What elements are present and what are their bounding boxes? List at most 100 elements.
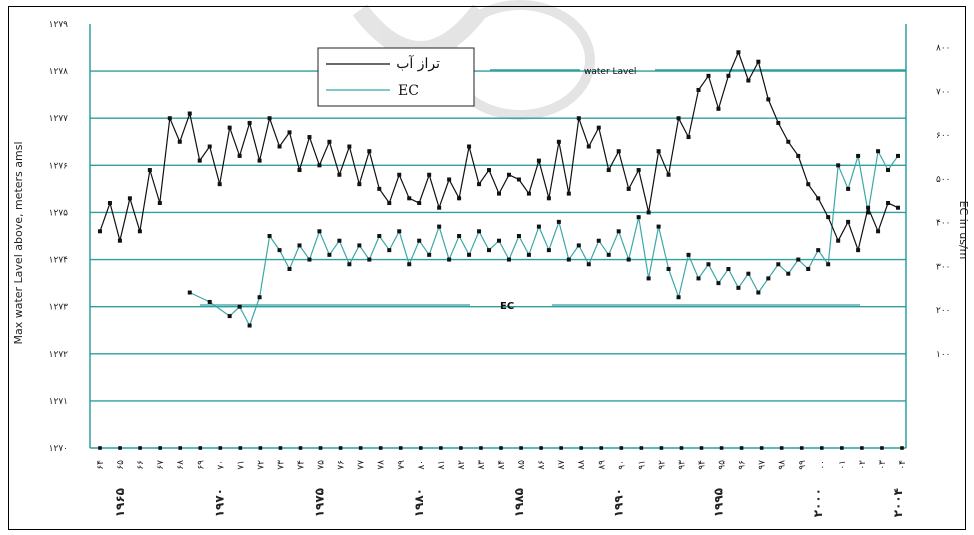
water-level-point bbox=[676, 116, 681, 121]
water-level-point bbox=[496, 191, 501, 196]
water-level-point bbox=[227, 125, 232, 130]
water-level-point bbox=[886, 201, 891, 206]
x-tick-mark bbox=[840, 446, 844, 450]
ec-point bbox=[846, 186, 851, 191]
x-tick-label: ۷۹ bbox=[397, 460, 407, 470]
ec-point bbox=[766, 276, 771, 281]
water-level-point bbox=[696, 87, 701, 92]
ec-point bbox=[796, 257, 801, 262]
right-tick-label: ۵۰۰ bbox=[936, 175, 951, 185]
x-tick-mark bbox=[860, 446, 864, 450]
ec-point bbox=[496, 238, 501, 243]
legend: تراز آب EC bbox=[317, 47, 475, 107]
ec-point bbox=[636, 215, 641, 220]
water-level-point bbox=[756, 59, 761, 64]
ec-point bbox=[696, 276, 701, 281]
ec-point bbox=[666, 266, 671, 271]
x-year-label: ۱۹۷۵ bbox=[312, 488, 326, 517]
x-tick-mark bbox=[679, 446, 684, 450]
water-level-point bbox=[636, 168, 641, 173]
water-level-point bbox=[197, 158, 202, 163]
x-tick-label: ۸۲ bbox=[457, 460, 467, 470]
x-axis-ticks: ۶۴ ۶۵ ۶۶ ۶۷ ۶۸ ۶۹ ۷۰ ۷۱ ۷۲ ۷۳ ۷۴ ۷۵ ۷۶ ۷۷ ۷۸ ۷۹ ۸۰ ۸۱ ۸۲ ۸۳… bbox=[96, 446, 908, 470]
annotation-ec: EC bbox=[500, 301, 514, 312]
water-level-point bbox=[407, 196, 412, 201]
ec-point bbox=[866, 210, 871, 215]
water-level-point bbox=[646, 210, 651, 215]
ec-line bbox=[189, 149, 899, 327]
water-level-point bbox=[726, 73, 731, 78]
ec-point bbox=[726, 266, 731, 271]
x-tick-label: ۰۲ bbox=[858, 460, 868, 470]
x-year-label: ۱۹۷۰ bbox=[213, 488, 227, 517]
ec-point bbox=[377, 234, 382, 238]
water-level-point bbox=[207, 144, 212, 149]
ec-point bbox=[736, 285, 741, 290]
x-year-label: ۲۰۰۰ bbox=[811, 488, 825, 517]
x-tick-label: ۸۰ bbox=[417, 460, 427, 470]
ec-point bbox=[357, 243, 362, 248]
x-tick-mark bbox=[198, 446, 203, 450]
ec-point bbox=[367, 257, 372, 262]
ec-point bbox=[556, 219, 561, 224]
water-level-point bbox=[487, 168, 492, 173]
right-tick-label: ۷۰۰ bbox=[936, 87, 951, 97]
x-tick-mark bbox=[138, 446, 142, 450]
water-level-point bbox=[666, 172, 671, 177]
water-level-point bbox=[826, 215, 831, 220]
left-tick-label: ۱۲۷۶ bbox=[49, 161, 69, 171]
water-level-point bbox=[167, 116, 172, 121]
water-level-point bbox=[546, 196, 551, 201]
ec-point bbox=[856, 153, 861, 158]
water-level-point bbox=[437, 205, 442, 210]
water-level-point bbox=[556, 139, 561, 144]
right-tick-label: ۱۰۰ bbox=[936, 350, 951, 360]
x-tick-mark bbox=[298, 446, 303, 450]
water-level-point bbox=[786, 139, 791, 144]
water-level-point bbox=[317, 163, 322, 168]
x-tick-mark bbox=[218, 446, 223, 450]
water-level-point bbox=[596, 125, 601, 130]
water-level-point bbox=[417, 201, 422, 206]
water-level-point bbox=[257, 158, 262, 163]
ec-point bbox=[437, 224, 442, 229]
water-level-line bbox=[99, 50, 899, 253]
water-level-point bbox=[576, 116, 581, 121]
ec-point bbox=[826, 262, 831, 267]
x-tick-label: ۷۲ bbox=[256, 460, 266, 470]
ec-point bbox=[646, 276, 651, 281]
ec-point bbox=[516, 234, 521, 238]
water-level-point bbox=[237, 153, 242, 158]
ec-point bbox=[536, 224, 541, 229]
x-tick-label: ۸۹ bbox=[597, 460, 607, 470]
x-tick-mark bbox=[459, 446, 463, 450]
x-tick-mark bbox=[278, 446, 283, 450]
x-year-label: ۱۹۹۵ bbox=[711, 488, 725, 517]
ec-point bbox=[566, 257, 571, 262]
water-level-point bbox=[297, 168, 302, 173]
ec-point bbox=[387, 248, 392, 253]
x-tick-mark bbox=[559, 446, 563, 450]
ec-point bbox=[397, 229, 402, 234]
x-tick-mark bbox=[599, 446, 604, 450]
ec-point bbox=[477, 229, 482, 234]
legend-box bbox=[317, 47, 475, 107]
water-level-point bbox=[896, 205, 901, 210]
chart-frame bbox=[8, 6, 966, 530]
ec-point bbox=[836, 163, 841, 168]
ec-point bbox=[267, 234, 272, 238]
left-tick-label: ۱۲۷۳ bbox=[49, 303, 69, 313]
x-tick-mark bbox=[779, 446, 784, 450]
ec-point bbox=[337, 238, 342, 243]
ec-point bbox=[327, 252, 332, 257]
y-axis-label-right: EC in us/m bbox=[957, 201, 970, 260]
x-tick-mark bbox=[579, 446, 583, 450]
plot-area bbox=[89, 24, 907, 449]
left-tick-label: ۱۲۷۴ bbox=[49, 256, 69, 266]
left-tick-label: ۱۲۷۱ bbox=[49, 397, 68, 407]
x-tick-label: ۰۰ bbox=[818, 460, 828, 470]
x-tick-label: ۹۲ bbox=[657, 460, 667, 470]
water-level-point bbox=[536, 158, 541, 163]
ec-point bbox=[656, 224, 661, 229]
x-tick-label: ۷۳ bbox=[276, 460, 286, 470]
